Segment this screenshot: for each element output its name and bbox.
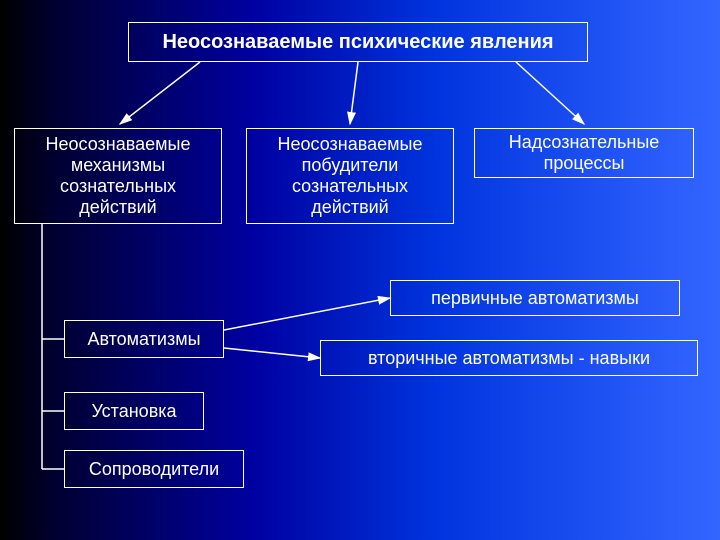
column-3-box: Надсознательные процессы xyxy=(474,128,694,178)
column-1-box: Неосознаваемые механизмы сознательных де… xyxy=(14,128,222,224)
right-1-box: первичные автоматизмы xyxy=(390,280,680,316)
right-1-text: первичные автоматизмы xyxy=(431,288,639,309)
column-2-box: Неосознаваемые побудители сознательных д… xyxy=(246,128,454,224)
column-1-text: Неосознаваемые механизмы сознательных де… xyxy=(23,134,213,218)
title-text: Неосознаваемые психические явления xyxy=(162,31,553,54)
column-3-text: Надсознательные процессы xyxy=(483,132,685,174)
right-2-text: вторичные автоматизмы - навыки xyxy=(368,348,650,369)
column-2-text: Неосознаваемые побудители сознательных д… xyxy=(255,134,445,218)
sub-3-box: Сопроводители xyxy=(64,450,244,488)
title-box: Неосознаваемые психические явления xyxy=(128,22,588,62)
sub-2-text: Установка xyxy=(91,401,176,422)
sub-2-box: Установка xyxy=(64,392,204,430)
sub-3-text: Сопроводители xyxy=(89,459,219,480)
sub-1-text: Автоматизмы xyxy=(87,329,200,350)
sub-1-box: Автоматизмы xyxy=(64,320,224,358)
right-2-box: вторичные автоматизмы - навыки xyxy=(320,340,698,376)
